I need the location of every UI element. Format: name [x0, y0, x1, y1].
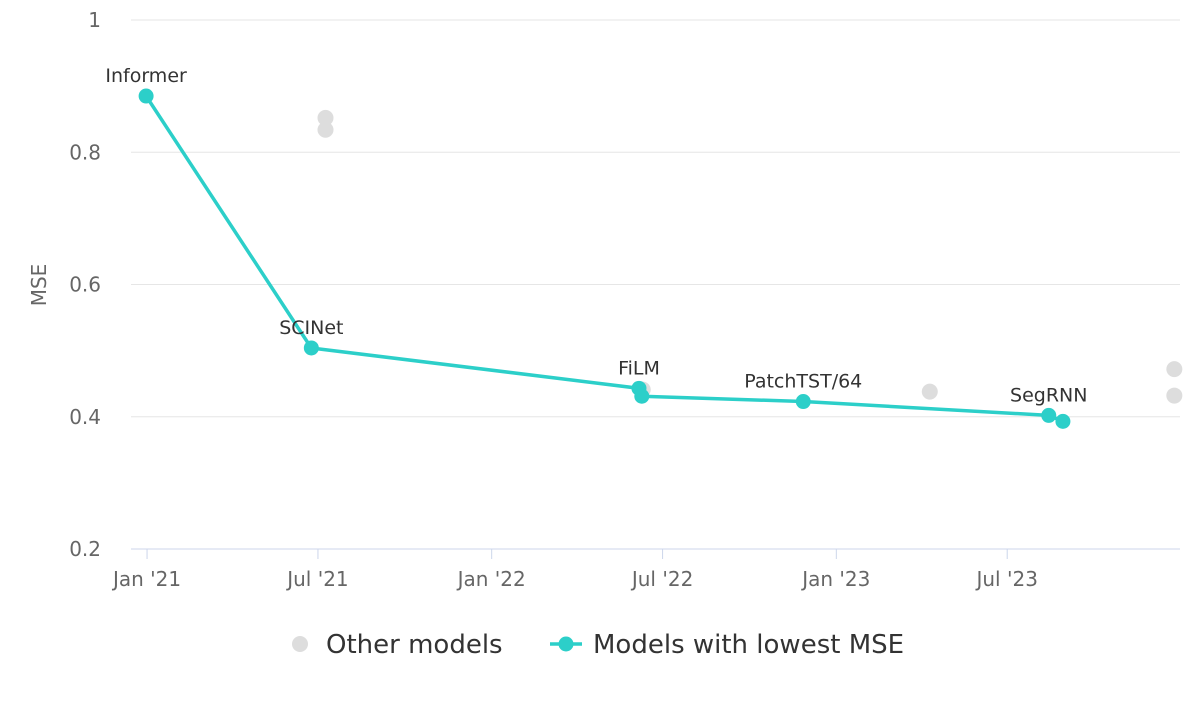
point-label: SegRNN	[1010, 384, 1087, 406]
y-tick-label: 0.4	[69, 405, 101, 429]
y-tick-label: 0.8	[69, 140, 101, 164]
y-axis-ticks: 0.2 0.4 0.6 0.8 1	[69, 8, 101, 561]
y-axis-title: MSE	[27, 264, 51, 307]
other-model-point[interactable]	[1166, 361, 1183, 378]
other-models-series	[317, 109, 1183, 404]
legend-other-marker[interactable]	[292, 636, 308, 652]
lowest-mse-point[interactable]	[795, 394, 811, 410]
other-model-point[interactable]	[317, 121, 334, 138]
lowest-mse-point[interactable]	[1041, 407, 1057, 423]
point-label: PatchTST/64	[744, 371, 862, 393]
x-tick-label: Jul '21	[285, 567, 348, 591]
lowest-mse-line	[144, 95, 1064, 424]
other-model-point[interactable]	[921, 383, 938, 400]
x-tick-label: Jul '23	[974, 567, 1037, 591]
y-tick-label: 0.6	[69, 273, 101, 297]
x-tick-label: Jan '23	[800, 567, 870, 591]
point-label: FiLM	[618, 357, 660, 379]
other-model-point[interactable]	[317, 109, 334, 126]
legend: Other models Models with lowest MSE	[292, 630, 904, 660]
x-tick-label: Jan '21	[111, 567, 181, 591]
legend-lowest-label[interactable]: Models with lowest MSE	[593, 630, 904, 660]
lowest-mse-point[interactable]	[303, 340, 319, 356]
x-axis-ticks: Jan '21 Jul '21 Jan '22 Jul '22 Jan '23 Jul '…	[111, 549, 1038, 591]
lowest-mse-point[interactable]	[1055, 413, 1071, 429]
legend-other-label[interactable]: Other models	[326, 630, 503, 660]
point-label: Informer	[105, 65, 187, 87]
lowest-mse-point[interactable]	[138, 88, 154, 104]
other-model-point[interactable]	[1166, 387, 1183, 404]
y-tick-label: 0.2	[69, 537, 101, 561]
x-tick-label: Jan '22	[456, 567, 526, 591]
point-label: SCINet	[279, 317, 343, 339]
lowest-mse-point[interactable]	[634, 388, 650, 404]
x-tick-label: Jul '22	[630, 567, 693, 591]
point-labels: Informer SCINet FiLM PatchTST/64 SegRNN	[105, 65, 1087, 406]
legend-lowest-marker[interactable]	[558, 636, 574, 652]
grid-lines	[131, 19, 1180, 418]
y-tick-label: 1	[88, 8, 101, 32]
lowest-mse-series	[138, 88, 1071, 429]
